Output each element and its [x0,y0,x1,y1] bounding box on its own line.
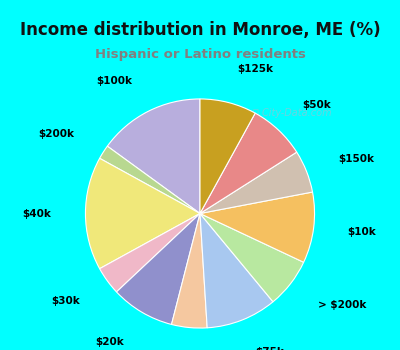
Text: $10k: $10k [348,227,376,237]
Wedge shape [107,99,200,214]
Wedge shape [200,192,314,262]
Wedge shape [200,214,273,328]
Text: $75k: $75k [255,347,284,350]
Wedge shape [172,214,207,328]
Wedge shape [200,99,255,214]
Wedge shape [200,152,312,214]
Text: $30k: $30k [51,296,80,306]
Wedge shape [100,214,200,292]
Wedge shape [200,214,304,302]
Wedge shape [86,158,200,269]
Text: Ⓜ City-Data.com: Ⓜ City-Data.com [253,108,332,118]
Text: $150k: $150k [338,154,374,164]
Text: $125k: $125k [237,64,273,74]
Text: Income distribution in Monroe, ME (%): Income distribution in Monroe, ME (%) [20,21,380,39]
Text: $40k: $40k [22,209,51,218]
Text: $50k: $50k [302,100,331,110]
Text: $100k: $100k [96,76,132,86]
Wedge shape [116,214,200,324]
Wedge shape [200,113,297,214]
Wedge shape [100,146,200,214]
Text: Hispanic or Latino residents: Hispanic or Latino residents [94,48,306,61]
Text: $20k: $20k [96,337,124,346]
Text: $200k: $200k [38,129,74,139]
Text: > $200k: > $200k [318,300,366,310]
